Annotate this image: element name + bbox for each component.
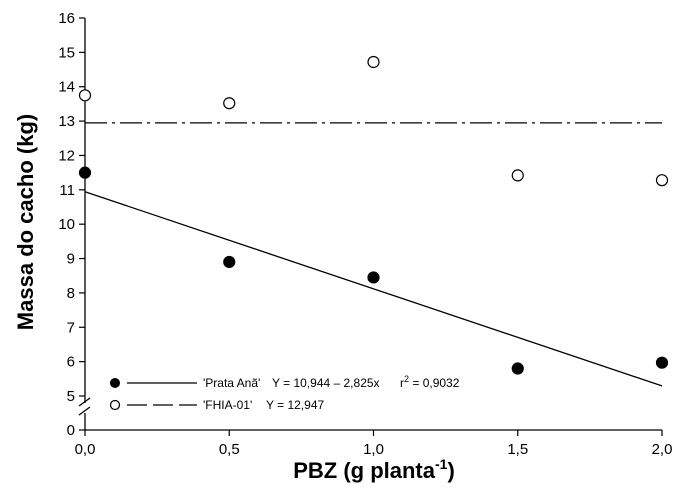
x-tick-label: 0,0 xyxy=(75,441,96,458)
point-fhia-01 xyxy=(511,169,524,182)
point-prata-ana xyxy=(655,356,669,369)
y-tick-label: 10 xyxy=(58,216,75,233)
x-axis-title: PBZ (g planta-1) xyxy=(293,456,455,483)
legend-marker-prata-ana xyxy=(110,378,120,388)
y-tick-label: 11 xyxy=(59,182,75,199)
legend-marker-fhia-01 xyxy=(109,399,121,411)
x-axis-title-close: ) xyxy=(447,458,454,483)
r2-base: r xyxy=(400,376,404,390)
x-tick-label: 2,0 xyxy=(652,441,673,458)
point-prata-ana xyxy=(367,271,380,284)
point-fhia-01 xyxy=(655,174,669,187)
point-prata-ana xyxy=(223,255,236,269)
y-tick-label: 5 xyxy=(67,388,75,405)
data-points xyxy=(78,55,669,375)
y-axis-title: Massa do cacho (kg) xyxy=(13,114,38,330)
point-fhia-01 xyxy=(223,97,236,110)
y-tick-label: 13 xyxy=(58,113,75,130)
y-tick-label: 8 xyxy=(67,285,75,302)
y-tick-label: 14 xyxy=(58,79,75,96)
x-tick-label: 1,0 xyxy=(363,441,384,458)
axes: 5 6 7 8 9 10 11 12 13 14 15 16 00,0 0,5 1,0 1,5 2,0 xyxy=(58,10,672,458)
x-tick-label: 1,5 xyxy=(507,441,528,458)
y-tick-label: 12 xyxy=(58,147,75,164)
y-tick-label: 15 xyxy=(58,44,75,61)
r2-value: = 0,9032 xyxy=(409,376,460,390)
axis-break-mark xyxy=(78,406,91,416)
y-tick-label: 16 xyxy=(58,10,75,27)
legend-equation-prata-ana: Y = 10,944 – 2,825x xyxy=(272,376,380,390)
point-fhia-01 xyxy=(367,55,380,69)
y-tick-label: 6 xyxy=(67,354,75,371)
y-tick-label: 7 xyxy=(67,319,75,336)
x-axis-title-sup: -1 xyxy=(435,456,448,472)
point-prata-ana xyxy=(511,362,524,375)
point-prata-ana xyxy=(78,166,92,179)
legend: 'Prata Anã' Y = 10,944 – 2,825x r2 = 0,903… xyxy=(109,374,460,412)
x-axis-title-main: PBZ (g planta xyxy=(293,458,436,483)
legend-equation-fhia-01: Y = 12,947 xyxy=(266,398,324,412)
axis-break-mark xyxy=(78,397,91,407)
y-tick-label: 9 xyxy=(67,251,75,268)
y-tick-label: 0 xyxy=(67,422,75,439)
point-fhia-01 xyxy=(78,89,92,102)
legend-label-prata-ana: 'Prata Anã' xyxy=(203,376,260,390)
x-tick-label: 0,5 xyxy=(219,441,240,458)
fit-lines xyxy=(84,122,663,387)
legend-r2-prata-ana: r2 = 0,9032 xyxy=(400,374,460,390)
legend-label-fhia-01: 'FHIA-01' xyxy=(203,398,252,412)
r2-sup: 2 xyxy=(404,374,409,384)
fit-line-prata-ana xyxy=(84,191,663,387)
